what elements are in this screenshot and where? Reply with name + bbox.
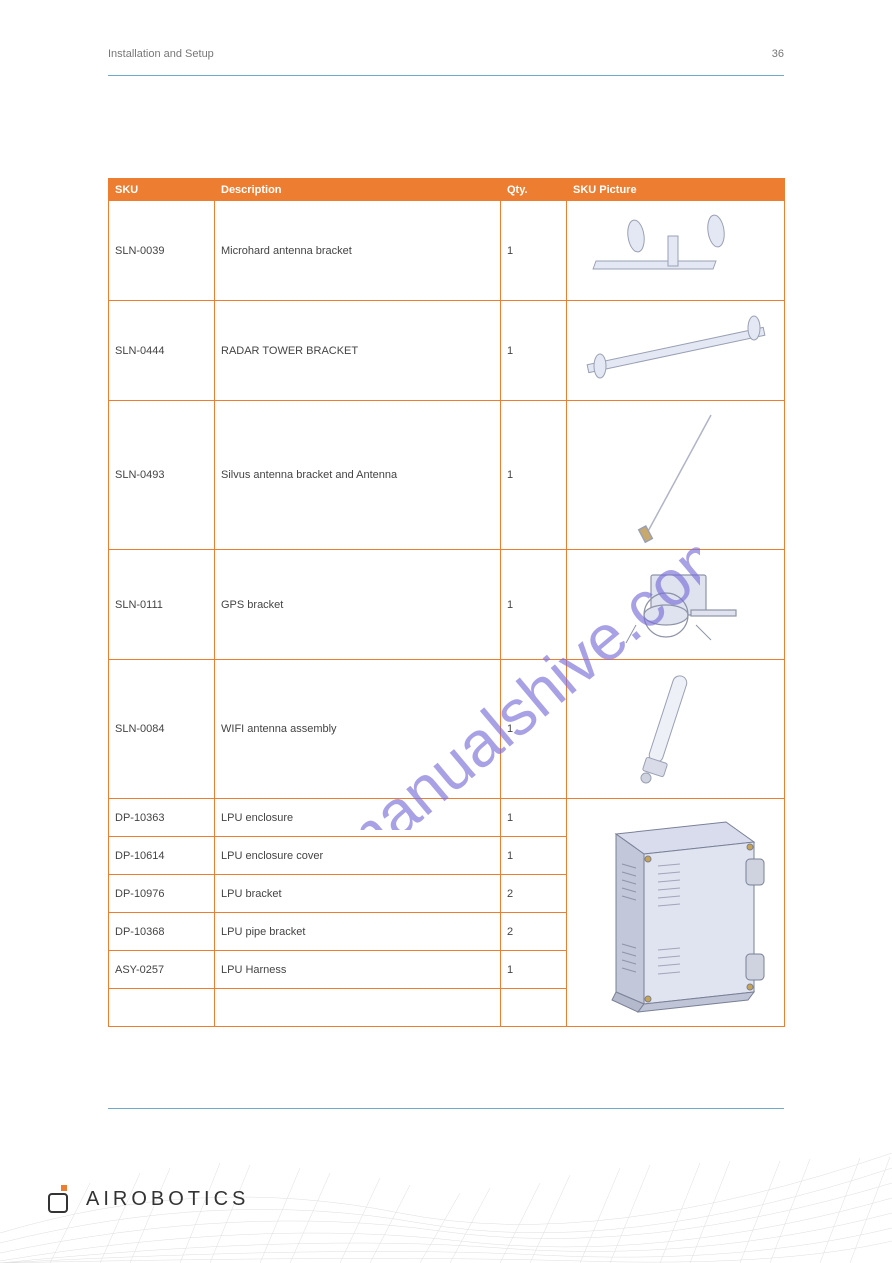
cell-qty: 2 [501, 875, 567, 913]
rule-bottom [108, 1108, 784, 1109]
cell-sku: SLN-0493 [109, 401, 215, 550]
cell-sku: DP-10976 [109, 875, 215, 913]
page: Installation and Setup 36 SKU Descriptio… [0, 0, 892, 1263]
bracket-long-icon [576, 306, 776, 396]
cell-desc: Silvus antenna bracket and Antenna [215, 401, 501, 550]
page-number: 36 [772, 48, 784, 60]
cell-desc: GPS bracket [215, 550, 501, 660]
cell-sku: DP-10363 [109, 799, 215, 837]
col-header-desc: Description [215, 179, 501, 201]
cell-desc: RADAR TOWER BRACKET [215, 301, 501, 401]
col-header-sku: SKU [109, 179, 215, 201]
cell-qty: 1 [501, 401, 567, 550]
cell-image [567, 201, 785, 301]
cell-qty: 2 [501, 913, 567, 951]
cell-desc: WIFI antenna assembly [215, 660, 501, 799]
cell-image [567, 799, 785, 1027]
cell-sku [109, 989, 215, 1027]
antenna-rod-icon [616, 405, 736, 545]
logo-mark-icon [48, 1185, 76, 1213]
cell-qty [501, 989, 567, 1027]
cell-qty: 1 [501, 837, 567, 875]
col-header-pic: SKU Picture [567, 179, 785, 201]
cell-sku: SLN-0039 [109, 201, 215, 301]
doc-title: Installation and Setup [108, 48, 214, 60]
lpu-box-icon [576, 804, 776, 1022]
cell-sku: SLN-0444 [109, 301, 215, 401]
parts-table: SKU Description Qty. SKU Picture SLN-003… [108, 178, 785, 1027]
brand-logo: AIROBOTICS [48, 1185, 249, 1213]
cell-desc: LPU Harness [215, 951, 501, 989]
cell-image [567, 401, 785, 550]
table-header-row: SKU Description Qty. SKU Picture [109, 179, 785, 201]
table-row: DP-10363LPU enclosure1 [109, 799, 785, 837]
cell-image [567, 550, 785, 660]
cell-sku: DP-10368 [109, 913, 215, 951]
table-row: SLN-0493Silvus antenna bracket and Anten… [109, 401, 785, 550]
cell-qty: 1 [501, 550, 567, 660]
cell-qty: 1 [501, 951, 567, 989]
table-row: SLN-0039Microhard antenna bracket1 [109, 201, 785, 301]
cell-sku: DP-10614 [109, 837, 215, 875]
cell-qty: 1 [501, 660, 567, 799]
cell-image [567, 660, 785, 799]
col-header-qty: Qty. [501, 179, 567, 201]
cell-qty: 1 [501, 301, 567, 401]
cell-desc: LPU bracket [215, 875, 501, 913]
cell-desc: LPU enclosure [215, 799, 501, 837]
bracket-t-icon [586, 206, 766, 296]
rule-top [108, 75, 784, 76]
cell-desc: LPU pipe bracket [215, 913, 501, 951]
cell-image [567, 301, 785, 401]
table-row: SLN-0444RADAR TOWER BRACKET1 [109, 301, 785, 401]
logo-text: AIROBOTICS [86, 1188, 249, 1211]
cell-desc: LPU enclosure cover [215, 837, 501, 875]
cell-qty: 1 [501, 201, 567, 301]
table-row: SLN-0084WIFI antenna assembly1 [109, 660, 785, 799]
cell-sku: SLN-0111 [109, 550, 215, 660]
cell-desc: Microhard antenna bracket [215, 201, 501, 301]
cell-desc [215, 989, 501, 1027]
table-row: SLN-0111GPS bracket1 [109, 550, 785, 660]
cell-sku: ASY-0257 [109, 951, 215, 989]
cell-sku: SLN-0084 [109, 660, 215, 799]
wifi-stick-icon [606, 664, 746, 794]
cell-qty: 1 [501, 799, 567, 837]
gps-clamp-icon [596, 555, 756, 655]
